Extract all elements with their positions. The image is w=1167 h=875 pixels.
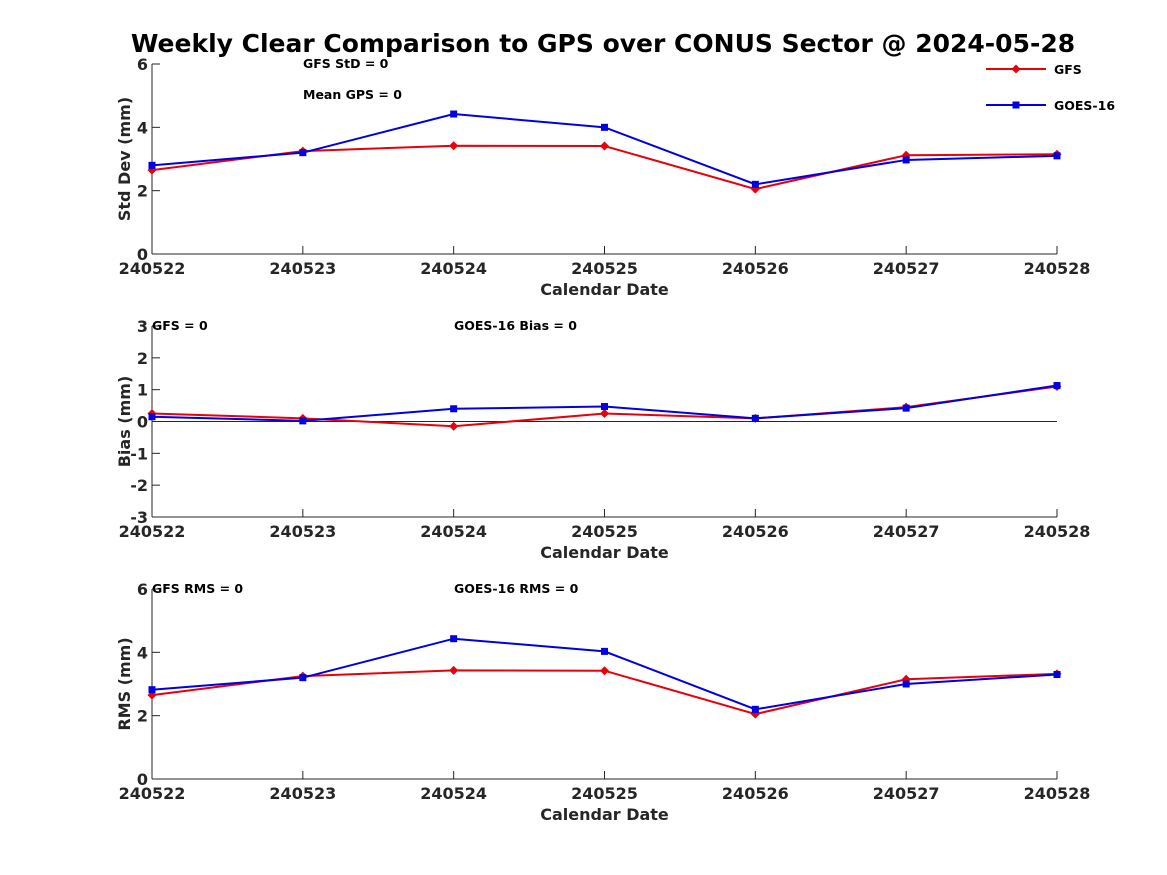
rms-point-goes16 [299, 674, 307, 682]
bias-x-tick-label: 240526 [722, 522, 789, 541]
bias-y-tick-label: 0 [137, 413, 148, 432]
std-dev-x-tick-label: 240526 [722, 259, 789, 278]
rms-annotation: GOES-16 RMS = 0 [454, 581, 579, 596]
bias-x-axis-label: Calendar Date [540, 543, 669, 562]
bias-point-goes16 [299, 417, 307, 425]
std-dev-y-tick-label: 4 [137, 118, 148, 137]
std-dev-y-tick-label: 2 [137, 182, 148, 201]
std-dev-x-tick-label: 240527 [873, 259, 940, 278]
bias-y-tick-label: 1 [137, 381, 148, 400]
std-dev-point-goes16 [1053, 152, 1061, 160]
figure-title: Weekly Clear Comparison to GPS over CONU… [131, 29, 1075, 58]
rms-x-tick-label: 240524 [420, 784, 487, 803]
bias-y-tick-label: -2 [130, 476, 148, 495]
legend: GFS GOES-16 [986, 62, 1115, 113]
rms-point-goes16 [902, 680, 910, 688]
legend-marker-goes16 [1012, 101, 1020, 109]
bias-annotation: GFS = 0 [152, 318, 208, 333]
std-dev-point-goes16 [751, 180, 759, 188]
bias-annotation: GOES-16 Bias = 0 [454, 318, 577, 333]
rms-x-tick-label: 240526 [722, 784, 789, 803]
std-dev-x-tick-label: 240528 [1024, 259, 1091, 278]
bias-x-tick-label: 240527 [873, 522, 940, 541]
bias-x-tick-label: 240522 [119, 522, 186, 541]
bias-point-gfs [600, 409, 609, 419]
rms-y-tick-label: 4 [137, 643, 148, 662]
legend-marker-gfs [1011, 64, 1021, 74]
std-dev-annotation: GFS StD = 0 [303, 56, 389, 71]
rms-x-axis-label: Calendar Date [540, 805, 669, 824]
rms-y-tick-label: 0 [137, 770, 148, 789]
std-dev-x-tick-label: 240522 [119, 259, 186, 278]
bias-point-gfs [449, 421, 459, 431]
rms-point-gfs [449, 665, 459, 675]
rms-x-tick-label: 240525 [571, 784, 638, 803]
bias-x-tick-label: 240523 [269, 522, 336, 541]
rms-point-goes16 [450, 635, 458, 643]
std-dev-x-tick-label: 240523 [269, 259, 336, 278]
rms-point-goes16 [1053, 671, 1061, 678]
std-dev-y-axis-label: Std Dev (mm) [115, 97, 134, 221]
std-dev-series-line-gfs [151, 144, 1058, 191]
std-dev-point-goes16 [148, 161, 156, 169]
rms-y-tick-label: 6 [137, 580, 148, 599]
rms-point-goes16 [148, 686, 156, 694]
std-dev-panel: 240522 240523 240524 240525 240526 240527 2405… [115, 55, 1090, 299]
rms-series-line-gfs [151, 669, 1058, 716]
bias-y-tick-label: -1 [130, 444, 148, 463]
bias-point-goes16 [1053, 382, 1061, 390]
rms-y-tick-label: 2 [137, 707, 148, 726]
std-dev-point-goes16 [902, 156, 910, 164]
std-dev-x-tick-label: 240524 [420, 259, 487, 278]
bias-point-goes16 [601, 403, 608, 411]
rms-x-tick-label: 240527 [873, 784, 940, 803]
std-dev-x-axis-label: Calendar Date [540, 280, 669, 299]
bias-panel: 240522 240523 240524 240525 240526 240527 2405… [115, 317, 1090, 562]
std-dev-annotation: Mean GPS = 0 [303, 87, 402, 102]
rms-x-tick-label: 240522 [119, 784, 186, 803]
legend-label-goes16: GOES-16 [1054, 98, 1115, 113]
bias-x-tick-label: 240524 [420, 522, 487, 541]
rms-panel: 240522 240523 240524 240525 240526 240527 2405… [115, 580, 1090, 824]
bias-x-tick-label: 240528 [1024, 522, 1091, 541]
bias-y-tick-label: 3 [137, 317, 148, 336]
std-dev-y-tick-label: 0 [137, 245, 148, 264]
std-dev-y-tick-label: 6 [137, 55, 148, 74]
rms-annotation: GFS RMS = 0 [152, 581, 243, 596]
bias-point-goes16 [902, 404, 910, 412]
bias-point-goes16 [751, 414, 759, 422]
bias-point-goes16 [450, 405, 458, 413]
rms-x-tick-label: 240528 [1024, 784, 1091, 803]
rms-point-goes16 [751, 705, 759, 713]
bias-y-tick-label: 2 [137, 349, 148, 368]
rms-y-axis-label: RMS (mm) [115, 637, 134, 730]
std-dev-point-goes16 [601, 123, 608, 131]
legend-label-gfs: GFS [1054, 62, 1082, 77]
bias-y-tick-label: -3 [130, 508, 148, 527]
bias-point-goes16 [148, 413, 156, 421]
bias-x-tick-label: 240525 [571, 522, 638, 541]
std-dev-x-tick-label: 240525 [571, 259, 638, 278]
rms-point-gfs [600, 666, 609, 676]
std-dev-point-goes16 [299, 149, 307, 157]
rms-x-tick-label: 240523 [269, 784, 336, 803]
std-dev-point-goes16 [450, 110, 458, 118]
rms-point-goes16 [601, 647, 608, 655]
std-dev-point-gfs [449, 141, 459, 151]
std-dev-point-gfs [600, 141, 609, 151]
bias-y-axis-label: Bias (mm) [115, 376, 134, 468]
